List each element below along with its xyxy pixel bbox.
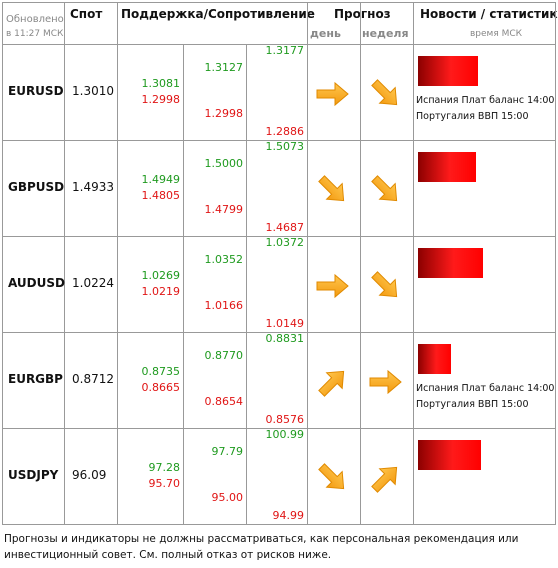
- forecast-arrow: [318, 175, 345, 202]
- forecast-arrow: [369, 369, 402, 395]
- row-line: [2, 524, 556, 525]
- resistance: 1.4949: [141, 173, 181, 186]
- pair: AUDUSD: [8, 276, 65, 290]
- column-line: [2, 2, 3, 524]
- column-line: [555, 2, 556, 524]
- row-line: [2, 44, 556, 45]
- resistance: 0.8831: [265, 332, 305, 345]
- disclaimer: Прогнозы и индикаторы не должны рассматр…: [4, 533, 519, 561]
- support: 95.00: [211, 491, 244, 504]
- support: 0.8665: [141, 381, 181, 394]
- row-line: [2, 2, 556, 3]
- resistance: 1.5000: [204, 157, 244, 170]
- resistance: 1.0352: [204, 253, 244, 266]
- support: 1.0219: [141, 285, 181, 298]
- column-line: [117, 2, 118, 524]
- forecast-arrow: [316, 273, 349, 299]
- support: 94.99: [272, 509, 305, 522]
- levels-header: Поддержка/Сопротивление: [121, 7, 315, 21]
- column-line: [413, 2, 414, 524]
- resistance: 1.3081: [141, 77, 181, 90]
- news-time-header: время МСК: [470, 29, 523, 39]
- support: 0.8654: [204, 395, 244, 408]
- forecast-arrow: [318, 370, 345, 397]
- updated-label: Обновлено: [6, 14, 64, 25]
- support: 1.2998: [204, 107, 244, 120]
- support: 1.0149: [265, 317, 305, 330]
- column-line: [307, 2, 308, 524]
- spot: 96.09: [72, 468, 107, 482]
- support: 95.70: [148, 477, 181, 490]
- resistance: 1.3127: [204, 61, 244, 74]
- forecast-arrow: [371, 175, 398, 202]
- support: 1.2886: [265, 125, 305, 138]
- day-header: день: [310, 27, 341, 40]
- spot: 1.4933: [72, 180, 114, 194]
- news-header: Новости / статистика: [420, 7, 558, 21]
- forecast-arrow: [371, 79, 398, 106]
- spot: 1.3010: [72, 84, 114, 98]
- resistance: 0.8770: [204, 349, 244, 362]
- row-line: [2, 140, 556, 141]
- resistance: 1.0372: [265, 236, 305, 249]
- forecast-arrow: [316, 81, 349, 107]
- resistance: 1.5073: [265, 140, 305, 153]
- spot: 1.0224: [72, 276, 114, 290]
- row-line: [2, 236, 556, 237]
- news-item: Испания Плат баланс 14:00: [416, 95, 555, 106]
- support: 1.4799: [204, 203, 244, 216]
- news-item: Португалия ВВП 15:00: [416, 111, 529, 122]
- resistance: 97.28: [148, 461, 181, 474]
- spot: 0.8712: [72, 372, 114, 386]
- row-line: [2, 332, 556, 333]
- news-bar: [418, 56, 478, 86]
- resistance: 1.0269: [141, 269, 181, 282]
- news-bar: [418, 152, 476, 182]
- resistance: 0.8735: [141, 365, 181, 378]
- news-item: Португалия ВВП 15:00: [416, 399, 529, 410]
- support: 1.0166: [204, 299, 244, 312]
- pair: EURUSD: [8, 84, 64, 98]
- resistance: 100.99: [265, 428, 305, 441]
- column-line: [183, 44, 184, 524]
- support: 1.2998: [141, 93, 181, 106]
- forecast-header: Прогноз: [334, 7, 391, 21]
- forecast-arrow: [371, 466, 398, 493]
- support: 1.4687: [265, 221, 305, 234]
- resistance: 97.79: [211, 445, 244, 458]
- resistance: 1.3177: [265, 44, 305, 57]
- week-header: неделя: [362, 27, 409, 40]
- news-bar: [418, 344, 451, 374]
- column-line: [64, 2, 65, 524]
- news-bar: [418, 440, 481, 470]
- column-line: [360, 2, 361, 524]
- support: 1.4805: [141, 189, 181, 202]
- spot-header: Спот: [70, 7, 103, 21]
- row-line: [2, 428, 556, 429]
- news-bar: [418, 248, 483, 278]
- pair: USDJPY: [8, 468, 59, 482]
- support: 0.8576: [265, 413, 305, 426]
- news-item: Испания Плат баланс 14:00: [416, 383, 555, 394]
- column-line: [246, 44, 247, 524]
- forecast-arrow: [371, 271, 398, 298]
- updated-time: в 11:27 МСК: [6, 29, 64, 39]
- pair: EURGBP: [8, 372, 63, 386]
- pair: GBPUSD: [8, 180, 65, 194]
- forecast-arrow: [318, 463, 345, 490]
